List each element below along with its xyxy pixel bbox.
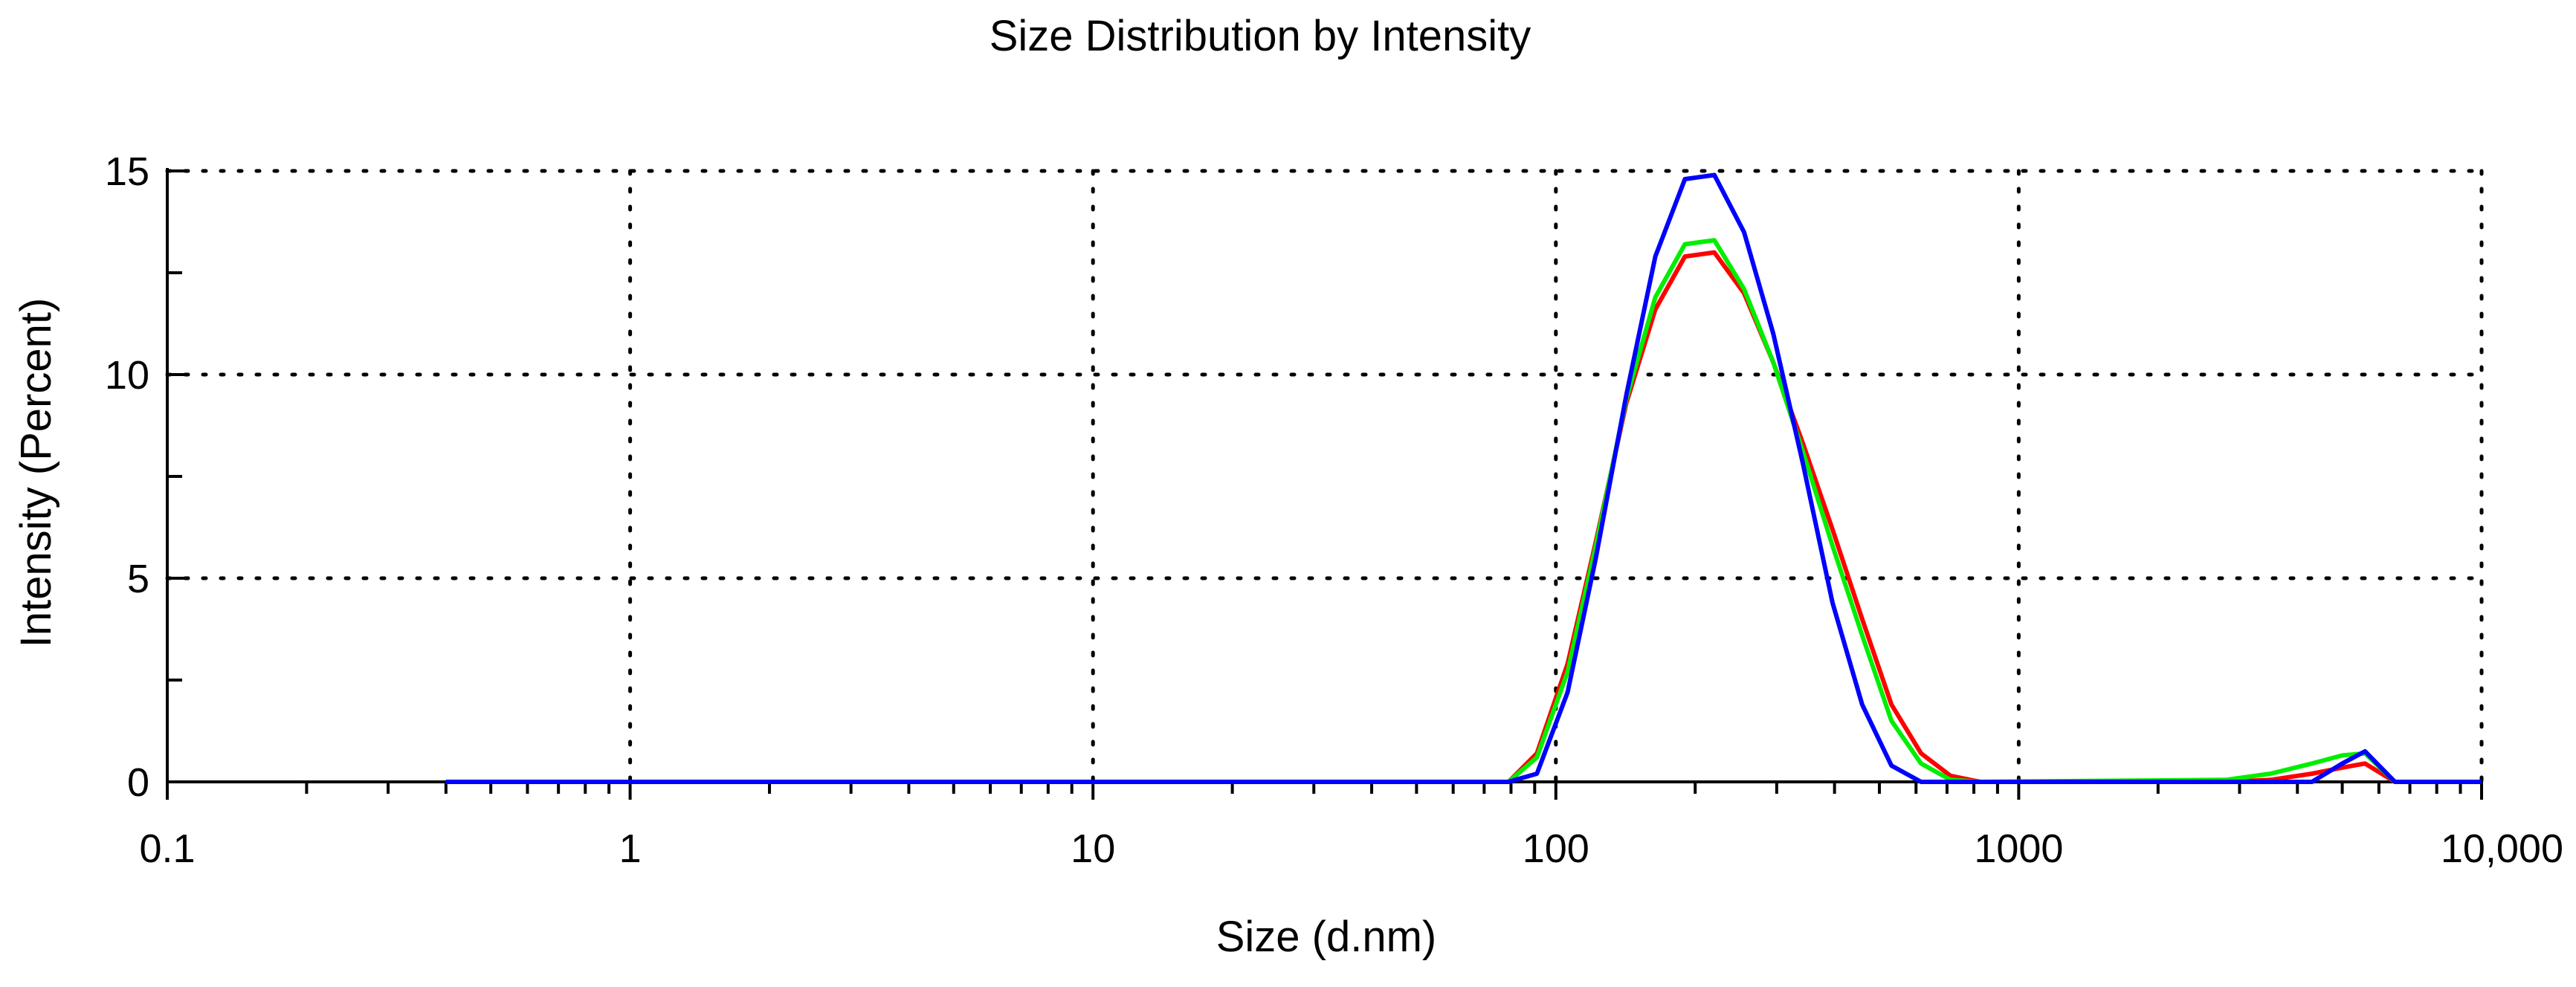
x-tick-label: 100 [1523,826,1589,871]
series-layer [445,172,2482,784]
x-tick-label: 0.1 [139,826,195,871]
y-tick-label: 15 [105,149,149,194]
x-tick-label: 1000 [1974,826,2063,871]
y-tick-label: 10 [105,353,149,398]
y-axis-label: Intensity (Percent) [12,298,60,648]
x-tick-label: 1 [619,826,642,871]
axis-layer [166,168,2483,800]
tick-label-layer: 0 5 10 15 0.1 1 10 100 1000 10,000 [105,149,2563,871]
series-line-3 [445,172,2482,784]
series-line-1 [445,250,2482,784]
chart-title: Size Distribution by Intensity [990,12,1531,60]
series-line-2 [445,238,2482,784]
x-tick-label: 10 [1071,826,1115,871]
grid-layer [165,169,2484,784]
x-axis-label: Size (d.nm) [1216,913,1437,961]
y-tick-label: 5 [127,557,149,601]
y-tick-label: 0 [127,760,149,805]
x-tick-label: 10,000 [2441,826,2563,871]
